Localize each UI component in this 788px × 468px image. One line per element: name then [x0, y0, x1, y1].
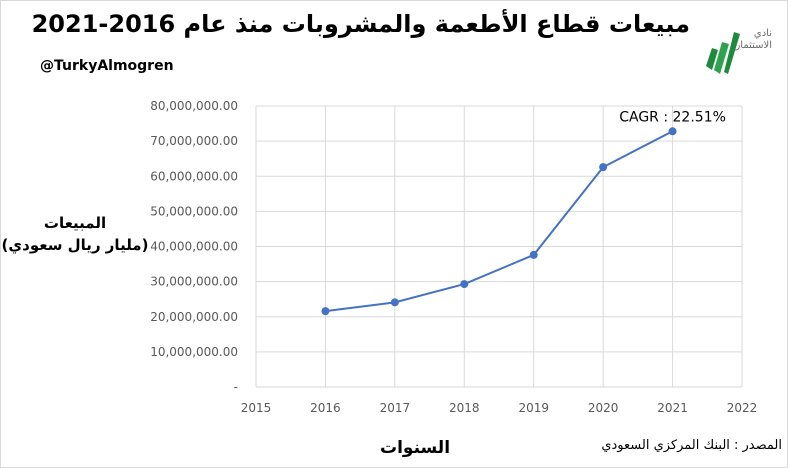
y-tick-label: 40,000,000.00	[150, 240, 238, 254]
data-point	[460, 280, 469, 289]
logo-text: نادي الاستثمار	[735, 28, 772, 51]
author-handle: @TurkyAlmogren	[40, 58, 174, 74]
x-tick-label: 2021	[657, 401, 688, 415]
x-tick-labels: 2015 2016 2017 2018 2019 2020 2021 2022	[241, 401, 758, 415]
y-tick-label: 50,000,000.00	[150, 204, 238, 218]
y-tick-label: 60,000,000.00	[150, 169, 238, 183]
y-axis-label-line1: المبيعات	[43, 214, 107, 232]
x-axis-label: السنوات	[380, 438, 451, 458]
data-point	[668, 127, 677, 136]
y-tick-label: -	[234, 380, 238, 394]
y-axis-label-line2: (مليار ريال سعودي)	[1, 236, 149, 254]
y-tick-labels: - 10,000,000.00 20,000,000.00 30,000,000.00…	[150, 99, 238, 394]
chart-title: مبيعات قطاع الأطعمة والمشروبات منذ عام 2…	[31, 10, 690, 38]
x-tick-label: 2020	[588, 401, 619, 415]
y-axis-label: المبيعات (مليار ريال سعودي)	[0, 212, 150, 256]
series	[321, 127, 677, 316]
source-note: المصدر : البنك المركزي السعودي	[601, 438, 782, 453]
y-tick-label: 80,000,000.00	[150, 99, 238, 113]
x-tick-label: 2018	[449, 401, 480, 415]
data-point	[321, 307, 330, 316]
grid	[255, 105, 743, 388]
x-tick-label: 2022	[727, 401, 758, 415]
series-line	[325, 130, 674, 313]
y-tick-label: 20,000,000.00	[150, 310, 238, 324]
x-tick-label: 2015	[241, 401, 272, 415]
x-tick-label: 2019	[518, 401, 549, 415]
data-point	[529, 250, 538, 259]
data-point	[599, 163, 608, 172]
x-tick-label: 2017	[380, 401, 411, 415]
cagr-annotation: CAGR : 22.51%	[619, 109, 726, 125]
y-tick-label: 70,000,000.00	[150, 134, 238, 148]
y-tick-label: 30,000,000.00	[150, 275, 238, 289]
data-point	[390, 298, 399, 307]
ascending-bars-logo-icon	[706, 32, 740, 74]
x-tick-label: 2016	[310, 401, 341, 415]
y-tick-label: 10,000,000.00	[150, 345, 238, 359]
